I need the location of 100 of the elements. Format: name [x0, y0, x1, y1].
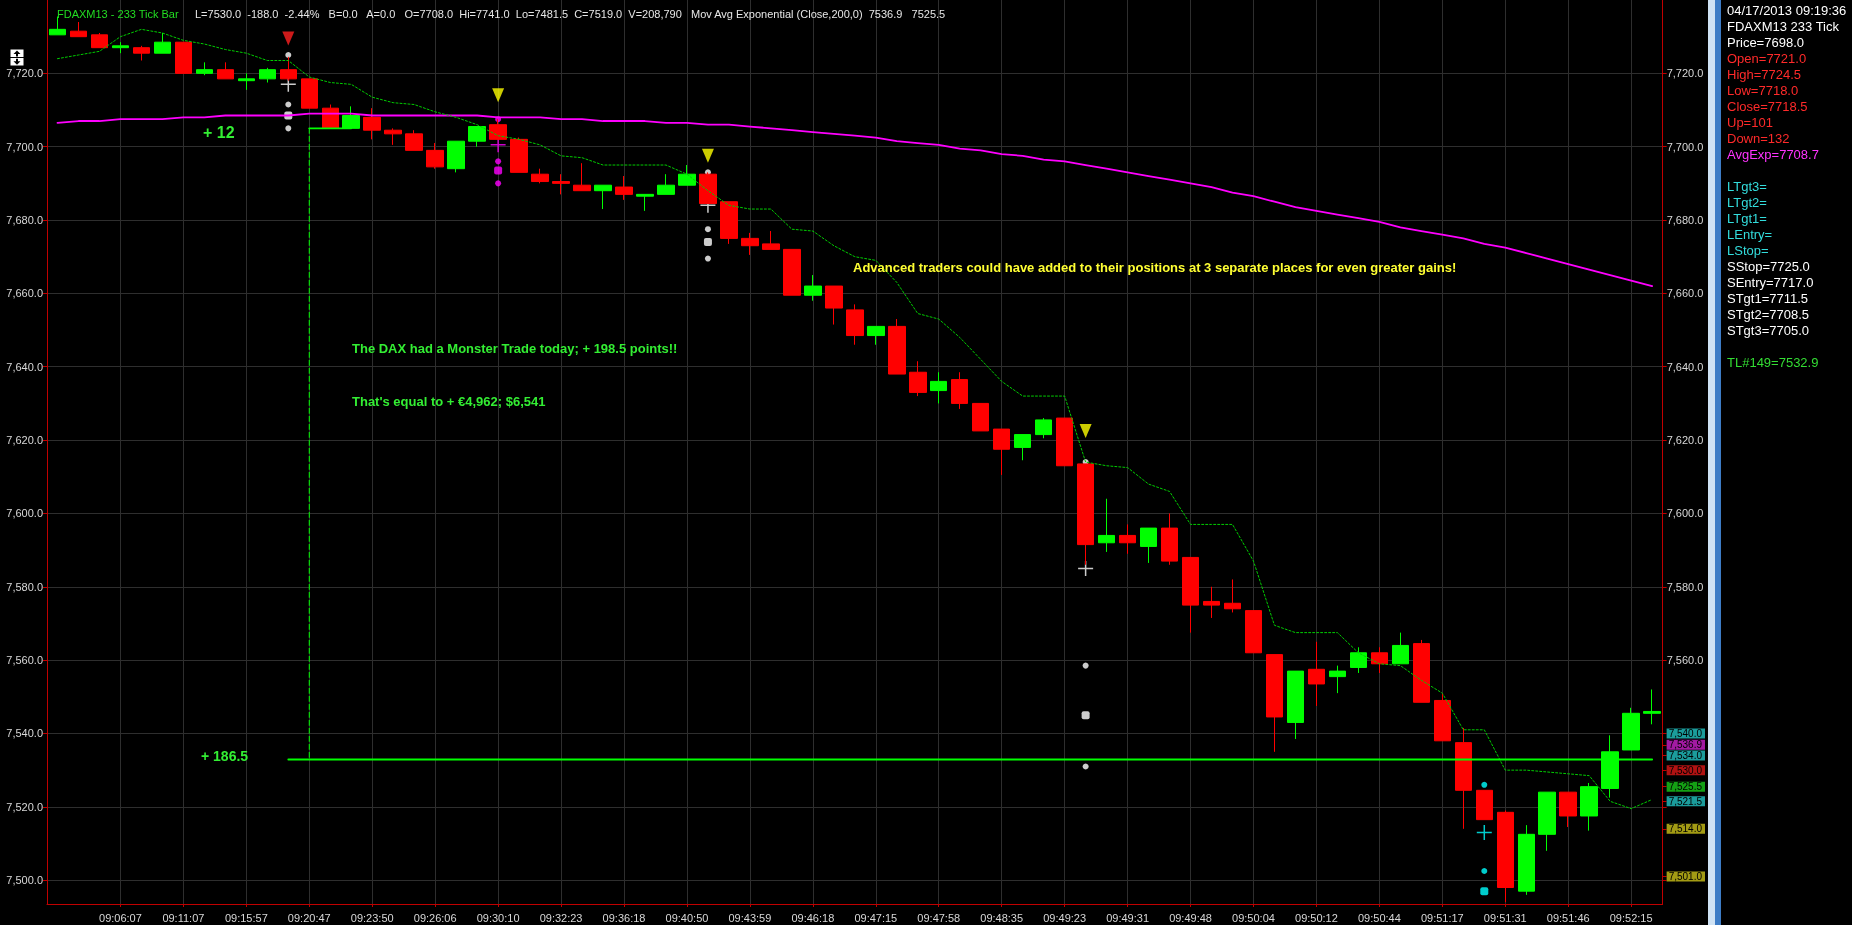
point [1481, 781, 1488, 788]
candlestick [1476, 789, 1493, 821]
y2-tick-label: 7,540.0 [1668, 727, 1703, 739]
candlestick [678, 164, 696, 186]
x-tick-label: 09:43:59 [728, 911, 772, 924]
candlestick [1497, 809, 1514, 903]
y2-tick-label: 7,620.0 [1666, 434, 1704, 447]
candlestick [804, 274, 822, 302]
y2-tick-label: 7,534.0 [1668, 749, 1703, 761]
x-tick-label: 09:11:07 [162, 911, 205, 924]
point [1081, 711, 1090, 720]
candlestick [1518, 824, 1535, 896]
candlestick [1245, 610, 1262, 654]
x-tick-label: 09:26:06 [413, 911, 457, 924]
candlestick [1014, 434, 1031, 461]
candlestick [175, 41, 192, 74]
x-tick-label: 09:49:23 [1043, 911, 1087, 924]
x-tick-label: 09:48:35 [980, 911, 1024, 924]
text: Open=7721.0 [1727, 51, 1808, 67]
candlestick [1161, 512, 1178, 566]
candlestick [741, 232, 759, 256]
candlestick [1098, 498, 1115, 553]
candlestick [468, 126, 486, 148]
candlestick [825, 285, 843, 326]
y2-tick-label: 7,660.0 [1666, 287, 1704, 300]
point [495, 180, 502, 187]
x-tick-label: 09:23:50 [350, 911, 394, 924]
candlestick [1266, 654, 1283, 753]
candlestick [238, 72, 255, 91]
x-tick-label: 09:47:15 [854, 911, 898, 924]
candlestick [1182, 556, 1199, 634]
candlestick [1580, 782, 1598, 832]
point [704, 255, 711, 262]
point [1082, 662, 1089, 669]
text: Low=7718.0 [1727, 83, 1800, 99]
x-tick-label: 09:36:18 [602, 911, 646, 924]
x-tick-label: 09:50:04 [1232, 911, 1275, 924]
candlestick [133, 45, 150, 62]
point [704, 226, 711, 233]
candlestick [552, 173, 570, 195]
candlestick [1119, 523, 1136, 555]
candlestick [1434, 692, 1451, 742]
candlestick [573, 162, 591, 192]
y2-tick-label: 7,525.5 [1668, 781, 1703, 793]
y2-tick-label: 7,536.9 [1668, 739, 1703, 751]
candlestick [1308, 641, 1325, 707]
y2-tick-label: 7,530.0 [1668, 764, 1703, 776]
candlestick [636, 193, 654, 212]
candlestick [930, 371, 947, 404]
candlestick [1329, 665, 1346, 694]
candlestick [846, 303, 864, 346]
point [1481, 868, 1488, 874]
candlestick [615, 175, 633, 201]
y-tick-label: 7,520.0 [6, 800, 43, 813]
candlestick [154, 32, 171, 54]
text: 04/17/2013 09:19:36 [1727, 3, 1848, 19]
x-tick-label: 09:50:44 [1357, 911, 1401, 924]
candlestick [1287, 670, 1304, 740]
point [1079, 423, 1092, 438]
y2-tick-label: 7,560.0 [1666, 654, 1704, 667]
text: LEntry= [1727, 227, 1774, 243]
candlestick [91, 32, 108, 49]
y2-tick-label: 7,700.0 [1666, 140, 1704, 153]
candlestick [1413, 639, 1430, 703]
text: Up=101 [1727, 115, 1774, 131]
y2-tick-label: 7,514.0 [1668, 823, 1703, 835]
candlestick [1643, 688, 1661, 725]
y2-tick-label: 7,600.0 [1666, 507, 1704, 520]
x-tick-label: 09:51:31 [1483, 911, 1527, 924]
candlestick [384, 127, 402, 146]
candlestick [993, 428, 1010, 476]
x-tick-label: 09:51:17 [1420, 911, 1464, 924]
text: Close=7718.5 [1727, 99, 1809, 115]
y-tick-label: 7,660.0 [6, 287, 43, 300]
candlestick [1455, 727, 1472, 830]
text: Down=132 [1727, 131, 1791, 147]
annotation: + 186.5 [201, 748, 249, 764]
candlestick [447, 140, 465, 173]
candlestick [1224, 578, 1241, 613]
x-tick-label: 09:15:57 [224, 911, 268, 924]
point [1480, 887, 1489, 896]
line-series [56, 112, 1654, 287]
x-tick-label: 09:20:47 [287, 911, 331, 924]
candlestick [867, 325, 885, 346]
candlestick [531, 168, 549, 184]
candlestick [1392, 632, 1409, 665]
annotation: The DAX had a Monster Trade today; + 198.5 points!! [352, 341, 678, 356]
text: FDAXM13 - 233 Tick Bar [57, 7, 179, 20]
text: LTgt1= [1727, 211, 1768, 227]
y-tick-label: 7,540.0 [6, 727, 43, 740]
candlestick [1350, 646, 1367, 674]
candlestick [972, 402, 989, 432]
candlestick [1371, 646, 1388, 674]
candlestick [112, 41, 129, 54]
candlestick [426, 142, 444, 170]
candlestick [363, 107, 381, 140]
line-series [56, 28, 1653, 810]
candlestick [259, 67, 276, 84]
candlestick [405, 129, 423, 151]
candlestick [49, 16, 66, 36]
